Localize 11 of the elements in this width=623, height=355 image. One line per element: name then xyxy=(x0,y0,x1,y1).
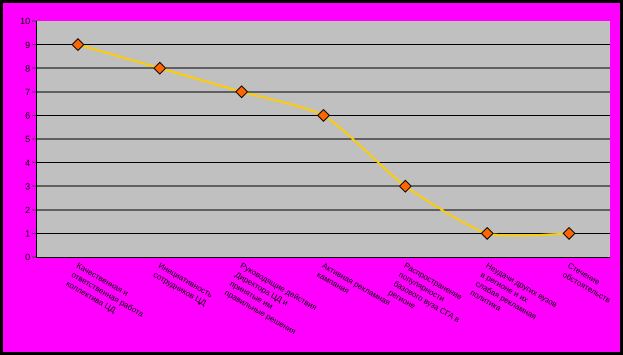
y-tick-label: 9 xyxy=(25,40,30,50)
y-tick-label: 6 xyxy=(25,110,30,121)
y-tick-label: 0 xyxy=(25,252,30,262)
y-tick-label: 8 xyxy=(25,63,30,74)
y-tick-label: 1 xyxy=(25,228,30,239)
y-tick-label: 3 xyxy=(25,181,30,192)
y-tick-label: 7 xyxy=(25,86,30,97)
y-tick-label: 4 xyxy=(25,158,30,168)
y-tick-label: 5 xyxy=(25,134,30,144)
y-tick-label: 10 xyxy=(20,16,30,26)
y-tick-label: 2 xyxy=(25,204,30,215)
